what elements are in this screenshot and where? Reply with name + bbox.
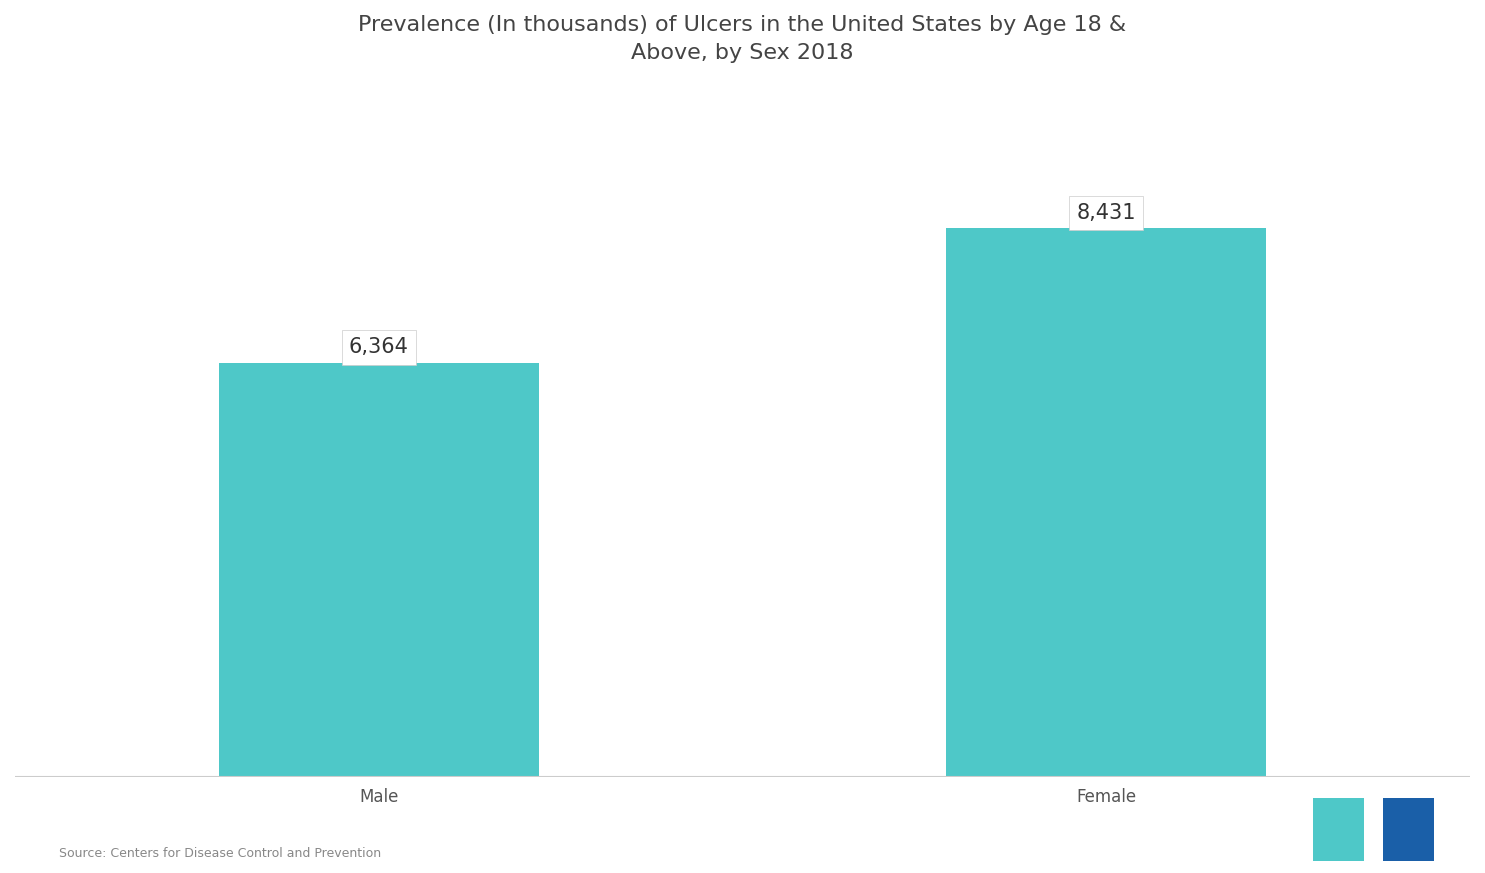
Bar [946,228,1267,776]
Text: 6,364: 6,364 [349,338,408,357]
Text: 8,431: 8,431 [1077,203,1136,223]
Bar [218,362,539,776]
Bar [1314,798,1365,861]
Bar [1383,798,1435,861]
Text: Source: Centers for Disease Control and Prevention: Source: Centers for Disease Control and … [59,847,382,860]
Title: Prevalence (In thousands) of Ulcers in the United States by Age 18 &
Above, by S: Prevalence (In thousands) of Ulcers in t… [358,15,1127,63]
